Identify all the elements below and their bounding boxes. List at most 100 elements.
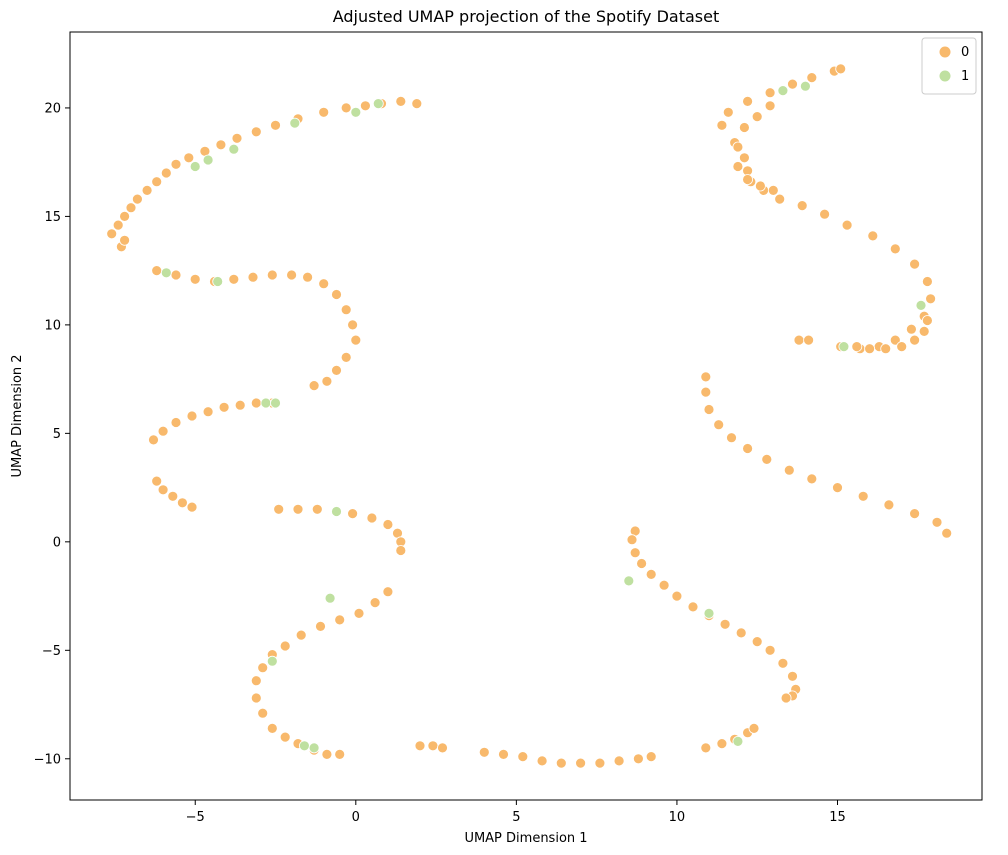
scatter-point-series-1 bbox=[270, 397, 281, 409]
scatter-point-series-0 bbox=[755, 180, 766, 192]
scatter-point-series-0 bbox=[742, 96, 753, 107]
scatter-point-series-0 bbox=[700, 742, 712, 754]
scatter-point-series-0 bbox=[170, 417, 182, 428]
scatter-point-series-0 bbox=[796, 200, 808, 212]
scatter-point-series-1 bbox=[298, 740, 310, 752]
scatter-point-series-0 bbox=[106, 228, 118, 240]
scatter-point-series-0 bbox=[517, 751, 529, 762]
scatter-point-series-0 bbox=[671, 590, 683, 602]
scatter-point-series-0 bbox=[864, 343, 875, 355]
scatter-point-series-0 bbox=[732, 161, 744, 172]
scatter-point-series-0 bbox=[148, 434, 159, 446]
scatter-point-series-0 bbox=[170, 269, 182, 281]
scatter-point-series-0 bbox=[186, 410, 198, 422]
scatter-point-series-0 bbox=[922, 276, 933, 287]
scatter-point-series-0 bbox=[658, 579, 670, 591]
scatter-point-series-0 bbox=[273, 503, 285, 515]
scatter-point-series-0 bbox=[925, 293, 936, 305]
scatter-point-series-0 bbox=[366, 512, 378, 524]
x-tick-label: 10 bbox=[669, 810, 686, 825]
scatter-point-series-0 bbox=[761, 453, 773, 465]
scatter-point-series-0 bbox=[247, 271, 259, 283]
scatter-point-series-0 bbox=[645, 569, 657, 580]
scatter-point-series-0 bbox=[176, 497, 188, 509]
scatter-point-series-0 bbox=[279, 640, 291, 652]
scatter-point-series-0 bbox=[594, 757, 606, 769]
scatter-point-series-0 bbox=[186, 501, 198, 513]
scatter-point-series-0 bbox=[889, 243, 901, 255]
scatter-point-series-0 bbox=[183, 152, 195, 164]
scatter-point-series-0 bbox=[270, 119, 281, 131]
scatter-point-series-0 bbox=[629, 547, 641, 559]
scatter-point-series-0 bbox=[318, 278, 330, 290]
scatter-point-series-0 bbox=[125, 202, 137, 214]
scatter-point-series-0 bbox=[257, 662, 269, 674]
legend-label-0: 0 bbox=[961, 45, 969, 60]
scatter-point-series-1 bbox=[777, 85, 789, 96]
scatter-point-series-0 bbox=[806, 473, 818, 485]
scatter-point-series-0 bbox=[735, 627, 747, 639]
scatter-point-series-0 bbox=[266, 723, 278, 734]
scatter-point-series-0 bbox=[414, 740, 426, 752]
scatter-point-series-0 bbox=[575, 757, 586, 769]
legend-label-1: 1 bbox=[961, 69, 969, 84]
scatter-point-series-0 bbox=[716, 119, 728, 131]
scatter-point-series-0 bbox=[889, 334, 901, 346]
legend-box bbox=[921, 37, 977, 95]
scatter-point-series-0 bbox=[157, 484, 169, 496]
scatter-point-series-0 bbox=[719, 618, 731, 630]
scatter-point-series-1 bbox=[623, 575, 635, 587]
scatter-point-series-1 bbox=[838, 341, 850, 353]
x-tick-label: −5 bbox=[186, 810, 205, 825]
scatter-point-series-0 bbox=[292, 503, 304, 515]
scatter-point-series-0 bbox=[909, 508, 920, 519]
scatter-point-series-0 bbox=[633, 753, 644, 765]
scatter-point-series-0 bbox=[215, 139, 227, 151]
scatter-point-series-0 bbox=[350, 334, 362, 346]
scatter-point-series-0 bbox=[613, 755, 625, 767]
scatter-point-series-0 bbox=[382, 519, 394, 530]
scatter-point-series-0 bbox=[228, 273, 240, 285]
scatter-point-series-0 bbox=[732, 141, 744, 153]
scatter-point-series-0 bbox=[645, 751, 657, 762]
scatter-point-series-0 bbox=[803, 334, 814, 346]
scatter-point-series-0 bbox=[437, 742, 448, 754]
scatter-point-series-0 bbox=[739, 122, 750, 133]
scatter-point-series-0 bbox=[202, 406, 214, 418]
scatter-point-series-0 bbox=[713, 419, 725, 431]
scatter-point-series-0 bbox=[777, 657, 789, 669]
scatter-point-series-0 bbox=[636, 558, 647, 569]
scatter-point-series-0 bbox=[851, 341, 863, 353]
scatter-point-series-0 bbox=[931, 516, 943, 528]
scatter-point-series-0 bbox=[716, 738, 728, 749]
scatter-point-series-1 bbox=[202, 154, 214, 166]
scatter-point-series-1 bbox=[372, 98, 384, 109]
scatter-point-series-0 bbox=[726, 432, 737, 444]
x-tick-label: 15 bbox=[829, 810, 846, 825]
scatter-point-series-0 bbox=[347, 508, 359, 519]
scatter-point-series-0 bbox=[334, 614, 346, 626]
scatter-point-series-0 bbox=[700, 371, 712, 383]
scatter-point-series-0 bbox=[751, 111, 763, 122]
scatter-point-series-0 bbox=[787, 78, 798, 90]
scatter-point-series-0 bbox=[151, 265, 163, 277]
y-axis-label: UMAP Dimension 2 bbox=[10, 354, 25, 477]
scatter-point-series-0 bbox=[787, 670, 798, 682]
scatter-point-series-0 bbox=[867, 230, 879, 242]
legend-marker-0 bbox=[939, 46, 951, 58]
scatter-point-series-0 bbox=[308, 380, 320, 392]
scatter-point-series-0 bbox=[331, 364, 342, 376]
scatter-point-series-0 bbox=[119, 234, 130, 246]
scatter-point-series-0 bbox=[767, 184, 779, 196]
scatter-point-series-0 bbox=[918, 325, 930, 337]
scatter-point-series-0 bbox=[231, 132, 243, 144]
scatter-point-series-0 bbox=[498, 749, 509, 760]
scatter-point-series-0 bbox=[340, 102, 352, 114]
scatter-point-series-0 bbox=[347, 319, 359, 331]
scatter-point-series-0 bbox=[427, 740, 439, 752]
scatter-point-series-0 bbox=[167, 490, 179, 502]
chart-title: Adjusted UMAP projection of the Spotify … bbox=[333, 7, 720, 26]
scatter-point-series-0 bbox=[751, 636, 763, 647]
scatter-point-series-0 bbox=[234, 399, 246, 411]
scatter-point-series-0 bbox=[841, 219, 853, 231]
